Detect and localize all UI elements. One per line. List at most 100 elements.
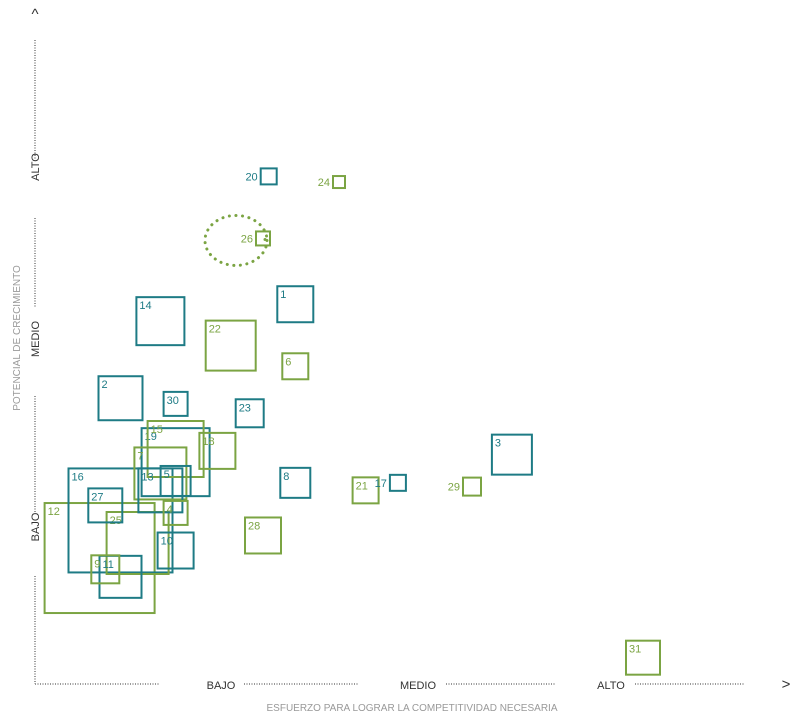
x-tick-label: ALTO [597, 680, 625, 692]
x-axis-title: ESFUERZO PARA LOGRAR LA COMPETITIVIDAD N… [267, 703, 558, 714]
bubble-square [146, 420, 205, 478]
bubble-label: 8 [283, 471, 289, 483]
bubble-square [279, 466, 312, 499]
bubble-label: 16 [72, 471, 84, 483]
bubble-24: 24 [318, 175, 346, 190]
bubble-square [43, 502, 156, 615]
bubble-label: 31 [629, 644, 641, 656]
bubble-square [259, 167, 278, 186]
bubble-square [351, 476, 380, 505]
highlight-ring [203, 213, 269, 267]
x-axis-arrow: > [782, 676, 791, 693]
bubble-label: 17 [375, 478, 387, 490]
bubble-label: 15 [151, 424, 163, 436]
bubble-label: 14 [139, 300, 151, 312]
bubble-label: 20 [245, 171, 257, 183]
bubble-square [255, 230, 271, 247]
axes: ^ > BAJO MEDIO ALTO BAJO MEDIO ALTO ESFU… [12, 6, 791, 714]
bubble-7: 7 [133, 446, 188, 501]
bubble-square [281, 352, 310, 381]
y-axis-arrow: ^ [31, 6, 38, 23]
bubble-10: 10 [156, 531, 195, 570]
highlight-layer [203, 213, 269, 267]
bubble-8: 8 [279, 466, 312, 499]
bubble-square [244, 516, 282, 555]
bubble-28: 28 [244, 516, 282, 555]
bubble-square [90, 554, 121, 585]
x-tick-label: MEDIO [400, 680, 437, 692]
bubble-16: 16 [67, 467, 174, 574]
bubble-22: 22 [204, 319, 257, 372]
x-tick-label: BAJO [207, 680, 236, 692]
bubble-5: 5 [159, 464, 192, 497]
bubble-square [204, 319, 257, 372]
y-tick-label: ALTO [30, 153, 42, 181]
bubble-label: 5 [164, 469, 170, 481]
bubble-18: 18 [198, 431, 237, 470]
bubble-4: 4 [162, 499, 189, 526]
bubble-label: 7 [137, 450, 143, 462]
bubble-square [98, 554, 143, 599]
bubble-14: 14 [135, 296, 186, 347]
bubble-label: 4 [167, 504, 173, 516]
bubble-label: 9 [94, 558, 100, 570]
bubble-label: 28 [248, 520, 260, 532]
bubble-15: 15 [146, 420, 205, 478]
bubble-square [276, 285, 315, 324]
bubble-square [462, 476, 482, 497]
bubble-label: 12 [48, 506, 60, 518]
bubble-label: 6 [285, 356, 291, 368]
bubble-label: 13 [141, 471, 153, 483]
bubble-6: 6 [281, 352, 310, 381]
bubble-12: 12 [43, 502, 156, 615]
bubble-1: 1 [276, 285, 315, 324]
bubble-31: 31 [625, 639, 661, 676]
bubble-29: 29 [448, 476, 482, 497]
bubble-label: 23 [239, 402, 251, 414]
bubble-square [135, 296, 186, 347]
bubble-square [133, 446, 188, 501]
bubble-label: 2 [102, 379, 108, 391]
bubble-21: 21 [351, 476, 380, 505]
bubble-square [625, 639, 661, 676]
bubble-label: 29 [448, 482, 460, 494]
bubble-label: 3 [495, 438, 501, 450]
bubble-label: 10 [161, 536, 173, 548]
bubble-label: 24 [318, 177, 330, 189]
bubble-27: 27 [87, 487, 124, 524]
bubble-square [388, 473, 407, 492]
bubble-26: 26 [241, 230, 271, 247]
bubble-square [162, 499, 189, 526]
bubble-label: 11 [103, 559, 114, 571]
bubble-square [97, 375, 144, 422]
bubble-square [490, 433, 533, 476]
highlight-dot [263, 237, 267, 241]
bubble-9: 9 [90, 554, 121, 585]
bubble-20: 20 [245, 167, 278, 186]
bubble-17: 17 [375, 473, 407, 492]
bubble-label: 30 [167, 395, 179, 407]
bubble-label: 26 [241, 233, 253, 245]
bubble-square [87, 487, 124, 524]
bubble-square [159, 464, 192, 497]
bubble-3: 3 [490, 433, 533, 476]
bubble-25: 25 [105, 511, 170, 575]
bubble-square [162, 390, 189, 417]
bubble-11: 11 [98, 554, 143, 599]
bubble-label: 27 [91, 491, 103, 503]
y-tick-label: BAJO [30, 512, 42, 541]
bubble-label: 21 [356, 480, 368, 492]
bubble-30: 30 [162, 390, 189, 417]
bubble-square [332, 175, 346, 190]
y-axis-title: POTENCIAL DE CRECIMIENTO [12, 265, 23, 411]
bubble-label: 18 [202, 436, 214, 448]
y-tick-label: MEDIO [30, 321, 42, 358]
bubble-23: 23 [234, 398, 265, 429]
bubble-square [234, 398, 265, 429]
bubble-square [156, 531, 195, 570]
bubble-square [198, 431, 237, 470]
bubble-label: 22 [209, 324, 221, 336]
bubble-2: 2 [97, 375, 144, 422]
